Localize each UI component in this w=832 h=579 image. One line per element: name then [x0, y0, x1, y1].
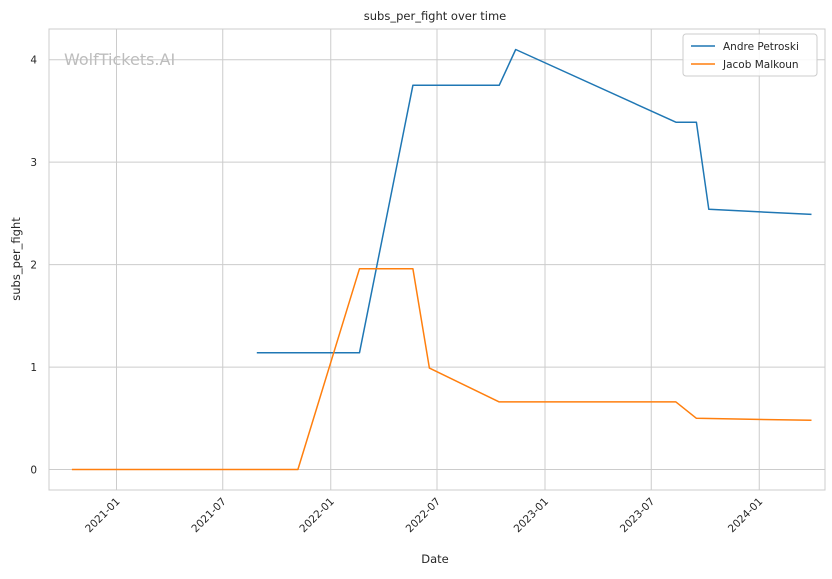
legend-label-jacob-malkoun: Jacob Malkoun — [722, 59, 799, 71]
x-tick-label: 2023-07 — [618, 496, 658, 536]
x-tick-label: 2021-07 — [189, 496, 229, 536]
x-tick-label: 2022-01 — [297, 496, 337, 536]
watermark: WolfTickets.AI — [64, 50, 175, 69]
x-tick-label: 2023-01 — [512, 496, 552, 536]
grid — [49, 29, 825, 490]
y-tick-label: 3 — [30, 157, 37, 169]
y-tick-label: 0 — [30, 465, 37, 477]
x-tick-label: 2022-07 — [404, 496, 444, 536]
legend-box — [682, 33, 818, 77]
x-tick-label: 2024-01 — [726, 496, 766, 536]
legend: Andre Petroski Jacob Malkoun — [682, 33, 818, 77]
series-line-jacob-malkoun — [71, 267, 812, 471]
chart-title: subs_per_fight over time — [364, 9, 506, 23]
y-tick-label: 2 — [30, 260, 37, 272]
y-tick-label: 4 — [30, 55, 37, 67]
legend-label-andre-petroski: Andre Petroski — [723, 41, 799, 53]
y-axis-label: subs_per_fight — [9, 217, 23, 301]
series-line-andre-petroski — [256, 48, 812, 354]
y-tick-label: 1 — [30, 362, 37, 374]
x-axis-label: Date — [421, 552, 449, 566]
series-lines — [71, 48, 812, 471]
x-tick-label: 2021-01 — [83, 496, 123, 536]
